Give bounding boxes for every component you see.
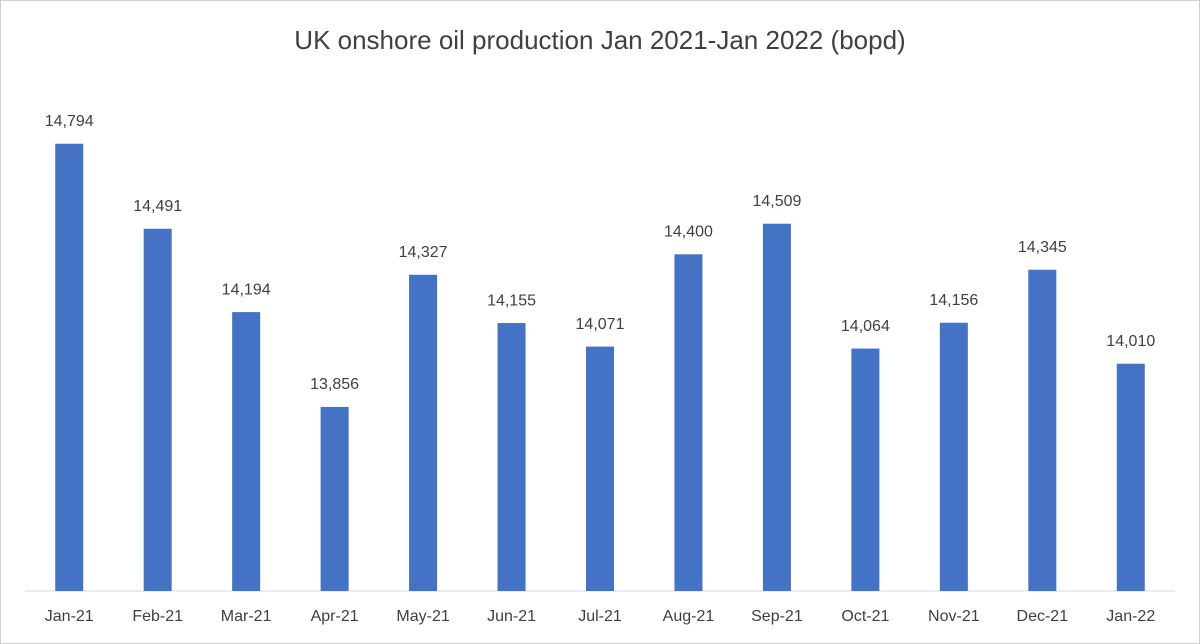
x-tick-label: Oct-21 <box>841 608 889 625</box>
bar <box>1116 363 1145 591</box>
data-label: 14,071 <box>576 316 625 333</box>
data-label: 14,156 <box>929 292 978 309</box>
data-label: 14,010 <box>1106 333 1155 350</box>
x-tick-label: Jan-22 <box>1106 608 1155 625</box>
x-tick-label: Sep-21 <box>751 608 803 625</box>
bar <box>55 143 84 591</box>
data-label: 13,856 <box>310 376 359 393</box>
data-label: 14,155 <box>487 292 536 309</box>
x-tick-label: Jun-21 <box>487 608 536 625</box>
x-tick-label: Dec-21 <box>1017 608 1069 625</box>
bar <box>939 322 968 591</box>
bar <box>232 312 261 591</box>
x-tick-label: Aug-21 <box>663 608 715 625</box>
bar <box>497 323 526 591</box>
bar <box>143 228 172 591</box>
x-tick-label: Feb-21 <box>132 608 183 625</box>
bar <box>762 223 791 591</box>
bar <box>320 406 349 591</box>
x-tick-label: Nov-21 <box>928 608 980 625</box>
data-label: 14,400 <box>664 224 713 241</box>
data-label: 14,794 <box>45 113 94 130</box>
bar <box>1028 269 1057 591</box>
data-label: 14,509 <box>752 193 801 210</box>
x-tick-label: Mar-21 <box>221 608 272 625</box>
data-label: 14,194 <box>222 281 271 298</box>
data-label: 14,345 <box>1018 239 1067 256</box>
x-tick-label: Jan-21 <box>45 608 94 625</box>
bar <box>674 254 703 591</box>
bar <box>409 274 438 591</box>
x-tick-label: May-21 <box>396 608 449 625</box>
bar <box>851 348 880 591</box>
bar <box>586 346 614 591</box>
data-label: 14,064 <box>841 318 890 335</box>
x-tick-label: Jul-21 <box>578 608 622 625</box>
data-label: 14,491 <box>133 198 182 215</box>
chart-title: UK onshore oil production Jan 2021-Jan 2… <box>294 25 905 55</box>
x-tick-label: Apr-21 <box>311 608 359 625</box>
data-label: 14,327 <box>399 244 448 261</box>
